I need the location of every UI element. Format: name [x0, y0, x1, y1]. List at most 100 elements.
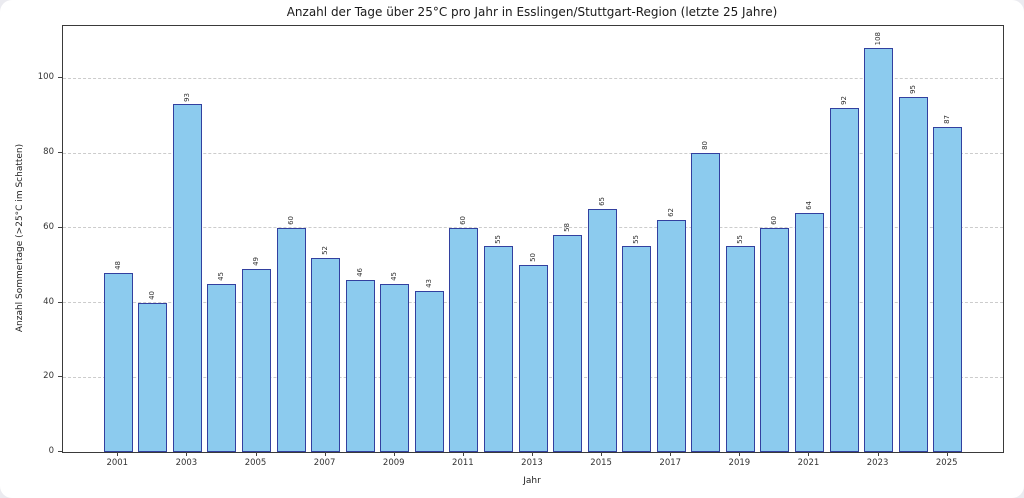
bar-slot-2011: 60: [447, 26, 482, 452]
x-tick-label-2019: 2019: [728, 458, 751, 468]
y-tick-label-20: 20: [43, 371, 54, 382]
x-axis: Jahr 2001 2003 2005 2007 2009 2011 2013 2015 201…: [62, 452, 1002, 496]
x-tick-mark-2025: [946, 452, 948, 456]
bar-2006: [276, 227, 306, 452]
x-tick-mark-2009: [393, 452, 395, 456]
y-tick-mark-0: [58, 451, 62, 452]
gridline-60: [63, 227, 1003, 229]
bar-2022: [829, 108, 859, 452]
bar-value-label-2016: 55: [632, 234, 641, 244]
bar-2002: [138, 302, 168, 452]
x-tick-label-2009: 2009: [382, 458, 405, 468]
x-tick-mark-2005: [255, 452, 257, 456]
gridline-80: [63, 152, 1003, 154]
bar-slot-2007: 52: [308, 26, 343, 452]
bar-slot-2014: 58: [550, 26, 585, 452]
bar-slot-2008: 46: [343, 26, 378, 452]
bar-value-label-2006: 60: [286, 215, 295, 225]
y-tick-label-80: 80: [43, 147, 54, 158]
y-tick-mark-60: [58, 226, 62, 228]
bar-2009: [380, 283, 410, 452]
x-tick-mark-2021: [808, 452, 810, 456]
x-tick-label-2001: 2001: [106, 458, 129, 468]
bar-value-label-2022: 92: [839, 96, 848, 106]
bar-value-label-2008: 46: [355, 268, 364, 278]
y-axis-label: Anzahl Sommertage (>25°C im Schatten): [15, 143, 25, 333]
bar-2003: [172, 104, 202, 452]
bar-value-label-2011: 60: [459, 215, 468, 225]
y-tick-label-100: 100: [37, 72, 54, 83]
x-tick-label-2021: 2021: [797, 458, 820, 468]
bar-2004: [207, 283, 237, 452]
bar-2025: [933, 126, 963, 452]
bar-value-label-2004: 45: [217, 271, 226, 281]
bar-value-label-2024: 95: [908, 85, 917, 94]
x-tick-label-2025: 2025: [935, 458, 958, 468]
bar-value-label-2019: 55: [735, 234, 744, 244]
bar-value-label-2017: 62: [666, 208, 675, 218]
x-tick-label-2015: 2015: [590, 458, 612, 468]
x-tick-mark-2013: [532, 452, 533, 456]
bar-slot-2022: 92: [827, 26, 862, 452]
bar-2017: [656, 220, 686, 452]
bar-value-label-2003: 93: [182, 92, 191, 102]
y-tick-mark-100: [58, 77, 62, 79]
bar-slot-2020: 60: [758, 26, 793, 452]
bar-value-label-2005: 49: [252, 256, 261, 266]
bar-value-label-2021: 64: [805, 200, 814, 210]
bar-value-label-2007: 52: [321, 245, 330, 255]
bar-slot-2003: 93: [170, 26, 205, 452]
x-axis-label: Jahr: [523, 476, 541, 486]
x-tick-mark-2023: [877, 452, 879, 456]
y-tick-mark-20: [58, 376, 62, 378]
bars-row: 48 40 93 45 49 60 52 46 45 43 60 55 50 58 65 55 62 80 55 60…: [63, 26, 1003, 452]
bar-value-label-2012: 55: [493, 234, 502, 244]
y-tick-label-0: 0: [48, 446, 54, 456]
bar-value-label-2001: 48: [113, 260, 122, 270]
bar-slot-2018: 80: [689, 26, 724, 452]
bar-2018: [691, 153, 721, 452]
chart-title: Anzahl der Tage über 25°C pro Jahr in Es…: [286, 5, 778, 19]
bar-2024: [898, 97, 928, 452]
plot-area: 48 40 93 45 49 60 52 46 45 43 60 55 50 58 65 55 62 80 55 60…: [62, 25, 1004, 453]
bar-slot-2006: 60: [274, 26, 309, 452]
bar-2007: [311, 257, 341, 452]
bar-2015: [587, 209, 617, 452]
x-tick-mark-2001: [117, 452, 119, 456]
x-tick-label-2011: 2011: [452, 458, 474, 468]
x-tick-mark-2011: [462, 452, 464, 456]
y-tick-label-40: 40: [43, 296, 54, 307]
bar-value-label-2025: 87: [943, 114, 952, 124]
bar-value-label-2015: 65: [597, 197, 606, 207]
x-tick-mark-2007: [324, 452, 326, 456]
bar-2021: [795, 212, 825, 452]
y-tick-label-60: 60: [43, 221, 54, 232]
bar-2010: [414, 291, 444, 452]
bar-value-label-2018: 80: [701, 141, 710, 151]
bar-2012: [483, 246, 513, 452]
bar-slot-2001: 48: [101, 26, 136, 452]
bar-2014: [553, 235, 583, 452]
x-tick-label-2003: 2003: [175, 458, 198, 468]
bar-slot-2005: 49: [239, 26, 274, 452]
bar-value-label-2010: 43: [424, 279, 433, 289]
bar-slot-2024: 95: [896, 26, 931, 452]
gridline-100: [63, 77, 1003, 79]
x-tick-mark-2019: [739, 452, 741, 456]
bar-2011: [449, 227, 479, 452]
bar-slot-2017: 62: [654, 26, 689, 452]
bar-2023: [864, 48, 894, 452]
bar-slot-2002: 40: [136, 26, 171, 452]
y-tick-mark-40: [58, 301, 62, 303]
x-tick-label-2023: 2023: [866, 458, 889, 468]
bar-slot-2021: 64: [792, 26, 827, 452]
bar-slot-2016: 55: [619, 26, 654, 452]
y-tick-mark-80: [58, 152, 62, 154]
bar-2001: [103, 272, 133, 452]
bar-2019: [725, 246, 755, 452]
bar-slot-2013: 50: [516, 26, 551, 452]
x-tick-label-2007: 2007: [313, 458, 336, 468]
x-tick-mark-2017: [670, 452, 672, 456]
x-tick-mark-2003: [186, 452, 188, 456]
bar-slot-2004: 45: [205, 26, 240, 452]
